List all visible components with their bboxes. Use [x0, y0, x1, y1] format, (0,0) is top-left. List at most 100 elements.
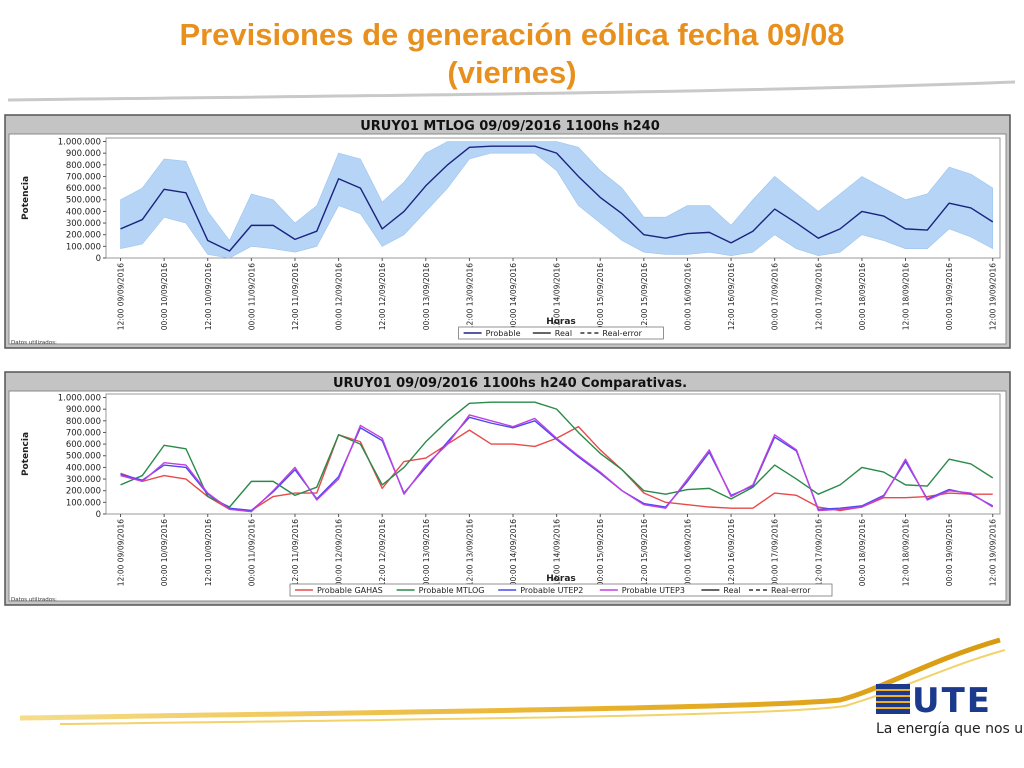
x-tick-label: 00:00 17/09/2016 [771, 263, 780, 330]
uncertainty-band [120, 141, 994, 258]
x-tick-label: 12:00 09/09/2016 [117, 263, 126, 330]
y-tick-label: 500.000 [66, 452, 101, 462]
x-tick-label: 12:00 17/09/2016 [814, 263, 823, 330]
x-tick-label: 12:00 19/09/2016 [989, 519, 998, 586]
y-tick-label: 600.000 [66, 440, 101, 450]
y-tick-label: 100.000 [66, 242, 101, 252]
x-tick-label: 00:00 15/09/2016 [596, 519, 605, 586]
x-tick-label: 00:00 14/09/2016 [509, 263, 518, 330]
x-tick-label: 12:00 19/09/2016 [989, 263, 998, 330]
y-tick-label: 900.000 [66, 149, 101, 159]
logo: UTE La energía que nos une [876, 681, 1024, 737]
y-tick-label: 700.000 [66, 428, 101, 438]
x-tick-label: 00:00 13/09/2016 [422, 263, 431, 330]
x-axis-label: Horas [546, 574, 576, 584]
x-tick-label: 12:00 12/09/2016 [378, 263, 387, 330]
x-tick-label: 00:00 19/09/2016 [945, 263, 954, 330]
x-tick-label: 12:00 16/09/2016 [727, 519, 736, 586]
legend-label: Probable UTEP2 [520, 586, 583, 595]
plot [120, 141, 994, 258]
x-tick-label: 12:00 10/09/2016 [204, 519, 213, 586]
x-tick-label: 12:00 12/09/2016 [378, 519, 387, 586]
x-tick-label: 00:00 12/09/2016 [335, 519, 344, 586]
y-tick-label: 400.000 [66, 463, 101, 473]
y-tick-label: 0 [96, 510, 101, 520]
decor-swoosh [19, 637, 1001, 721]
x-tick-label: 12:00 10/09/2016 [204, 263, 213, 330]
legend-label: Probable [486, 329, 521, 338]
chart: URUY01 09/09/2016 1100hs h240 Comparativ… [4, 371, 1011, 606]
logo-text: UTE [912, 681, 992, 721]
legend-label: Real-error [602, 329, 642, 338]
series-line [120, 414, 994, 513]
x-tick-label: 00:00 10/09/2016 [160, 519, 169, 586]
x-tick-label: 12:00 15/09/2016 [640, 263, 649, 330]
chart: URUY01 MTLOG 09/09/2016 1100hs h240 0 100.… [4, 114, 1011, 349]
slide-title: Previsiones de generación eólica fecha 0… [179, 17, 845, 90]
x-tick-label: 12:00 11/09/2016 [291, 519, 300, 586]
legend-label: Probable GAHAS [317, 586, 383, 595]
x-tick-label: 00:00 16/09/2016 [683, 519, 692, 586]
plot-area [105, 393, 1001, 515]
legend-label: Real-error [771, 586, 811, 595]
footnote: Datos utilizados: [11, 597, 57, 603]
legend [289, 583, 833, 597]
series-line [120, 401, 994, 508]
x-tick-label: 00:00 15/09/2016 [596, 263, 605, 330]
x-tick-label: 00:00 10/09/2016 [160, 263, 169, 330]
legend-label: Probable UTEP3 [622, 586, 685, 595]
chart-title: URUY01 MTLOG 09/09/2016 1100hs h240 [360, 119, 660, 134]
y-tick-label: 600.000 [66, 184, 101, 194]
x-tick-label: 00:00 19/09/2016 [945, 519, 954, 586]
legend [458, 326, 664, 340]
x-tick-label: 12:00 11/09/2016 [291, 263, 300, 330]
x-tick-label: 00:00 11/09/2016 [247, 519, 256, 586]
x-tick-label: 00:00 11/09/2016 [247, 263, 256, 330]
x-tick-label: 00:00 13/09/2016 [422, 519, 431, 586]
x-tick-label: 12:00 17/09/2016 [814, 519, 823, 586]
y-tick-label: 400.000 [66, 207, 101, 217]
series-line [120, 145, 994, 252]
y-tick-label: 200.000 [66, 231, 101, 241]
x-tick-label: 12:00 18/09/2016 [902, 519, 911, 586]
x-tick-label: 00:00 14/09/2016 [509, 519, 518, 586]
x-axis-label: Horas [546, 317, 576, 327]
y-tick-label: 0 [96, 254, 101, 264]
x-tick-label: 00:00 18/09/2016 [858, 263, 867, 330]
y-tick-label: 500.000 [66, 196, 101, 206]
x-tick-label: 00:00 12/09/2016 [335, 263, 344, 330]
x-tick-label: 00:00 17/09/2016 [771, 519, 780, 586]
y-tick-label: 300.000 [66, 475, 101, 485]
y-axis-label: Potencia [21, 176, 31, 220]
x-tick-label: 00:00 18/09/2016 [858, 519, 867, 586]
footnote: Datos utilizados: [11, 340, 57, 346]
plot [120, 401, 994, 513]
y-tick-label: 200.000 [66, 487, 101, 497]
y-tick-label: 1.000.000 [58, 393, 101, 403]
legend-label: Probable MTLOG [419, 586, 485, 595]
tagline: La energía que nos une [876, 721, 1024, 737]
y-tick-label: 900.000 [66, 405, 101, 415]
legend-label: Real [723, 586, 740, 595]
decor-swoosh [59, 649, 1006, 725]
x-tick-label: 12:00 13/09/2016 [465, 263, 474, 330]
x-tick-label: 12:00 13/09/2016 [465, 519, 474, 586]
chart-title: URUY01 09/09/2016 1100hs h240 Comparativ… [333, 376, 687, 391]
x-tick-label: 00:00 16/09/2016 [683, 263, 692, 330]
y-tick-label: 100.000 [66, 498, 101, 508]
title-rule [7, 80, 1016, 102]
x-tick-label: 12:00 14/09/2016 [553, 263, 562, 330]
x-tick-label: 12:00 14/09/2016 [553, 519, 562, 586]
x-tick-label: 12:00 09/09/2016 [117, 519, 126, 586]
y-tick-label: 1.000.000 [58, 137, 101, 147]
y-tick-label: 700.000 [66, 172, 101, 182]
x-tick-label: 12:00 18/09/2016 [902, 263, 911, 330]
x-tick-label: 12:00 16/09/2016 [727, 263, 736, 330]
logo-mark [876, 684, 910, 714]
y-axis-label: Potencia [21, 432, 31, 476]
y-tick-label: 800.000 [66, 161, 101, 171]
x-tick-label: 12:00 15/09/2016 [640, 519, 649, 586]
y-tick-label: 800.000 [66, 417, 101, 427]
